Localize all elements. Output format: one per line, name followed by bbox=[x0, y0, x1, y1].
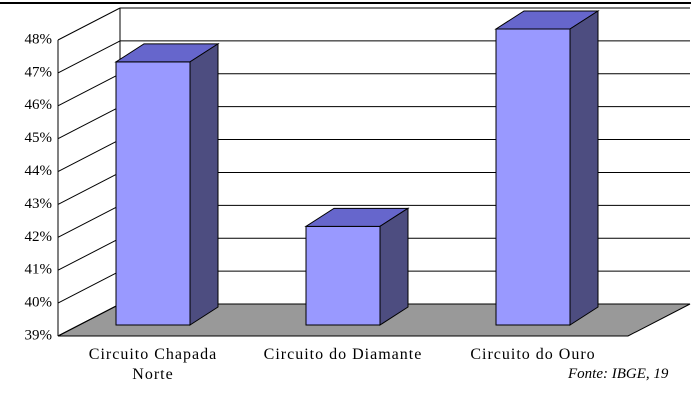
bar-side bbox=[569, 10, 599, 326]
x-tick-label: Circuito Chapada Norte bbox=[88, 346, 218, 383]
grid-line bbox=[57, 40, 121, 74]
grid-line bbox=[57, 303, 121, 337]
y-tick-label: 48% bbox=[25, 31, 53, 47]
bar bbox=[304, 207, 410, 326]
grid-line bbox=[57, 270, 121, 304]
grid-line bbox=[57, 106, 121, 140]
x-tick-label: Circuito do Diamante bbox=[263, 346, 423, 363]
bar-side bbox=[379, 207, 409, 326]
grid-line bbox=[57, 73, 121, 107]
y-tick-label: 46% bbox=[25, 97, 53, 113]
y-tick-label: 39% bbox=[25, 327, 53, 343]
bar-front bbox=[115, 61, 191, 326]
y-tick-label: 42% bbox=[25, 229, 53, 245]
x-tick-label: Circuito do Ouro bbox=[470, 346, 596, 363]
bar bbox=[114, 42, 220, 326]
grid-line bbox=[57, 237, 121, 271]
y-tick-label: 41% bbox=[25, 262, 53, 278]
grid-line bbox=[57, 204, 121, 238]
bar bbox=[494, 10, 600, 326]
grid-line bbox=[57, 7, 121, 41]
bar-front bbox=[305, 225, 381, 326]
y-tick-label: 40% bbox=[25, 295, 53, 311]
y-tick-label: 45% bbox=[25, 130, 53, 146]
bar-side bbox=[189, 42, 219, 326]
y-tick-label: 47% bbox=[25, 64, 53, 80]
grid-line bbox=[57, 172, 121, 205]
source-note: Fonte: IBGE, 19 bbox=[568, 366, 669, 382]
y-tick-label: 44% bbox=[25, 163, 53, 179]
y-tick-label: 43% bbox=[25, 196, 53, 212]
bar-front bbox=[495, 28, 571, 326]
grid-line bbox=[57, 139, 121, 172]
